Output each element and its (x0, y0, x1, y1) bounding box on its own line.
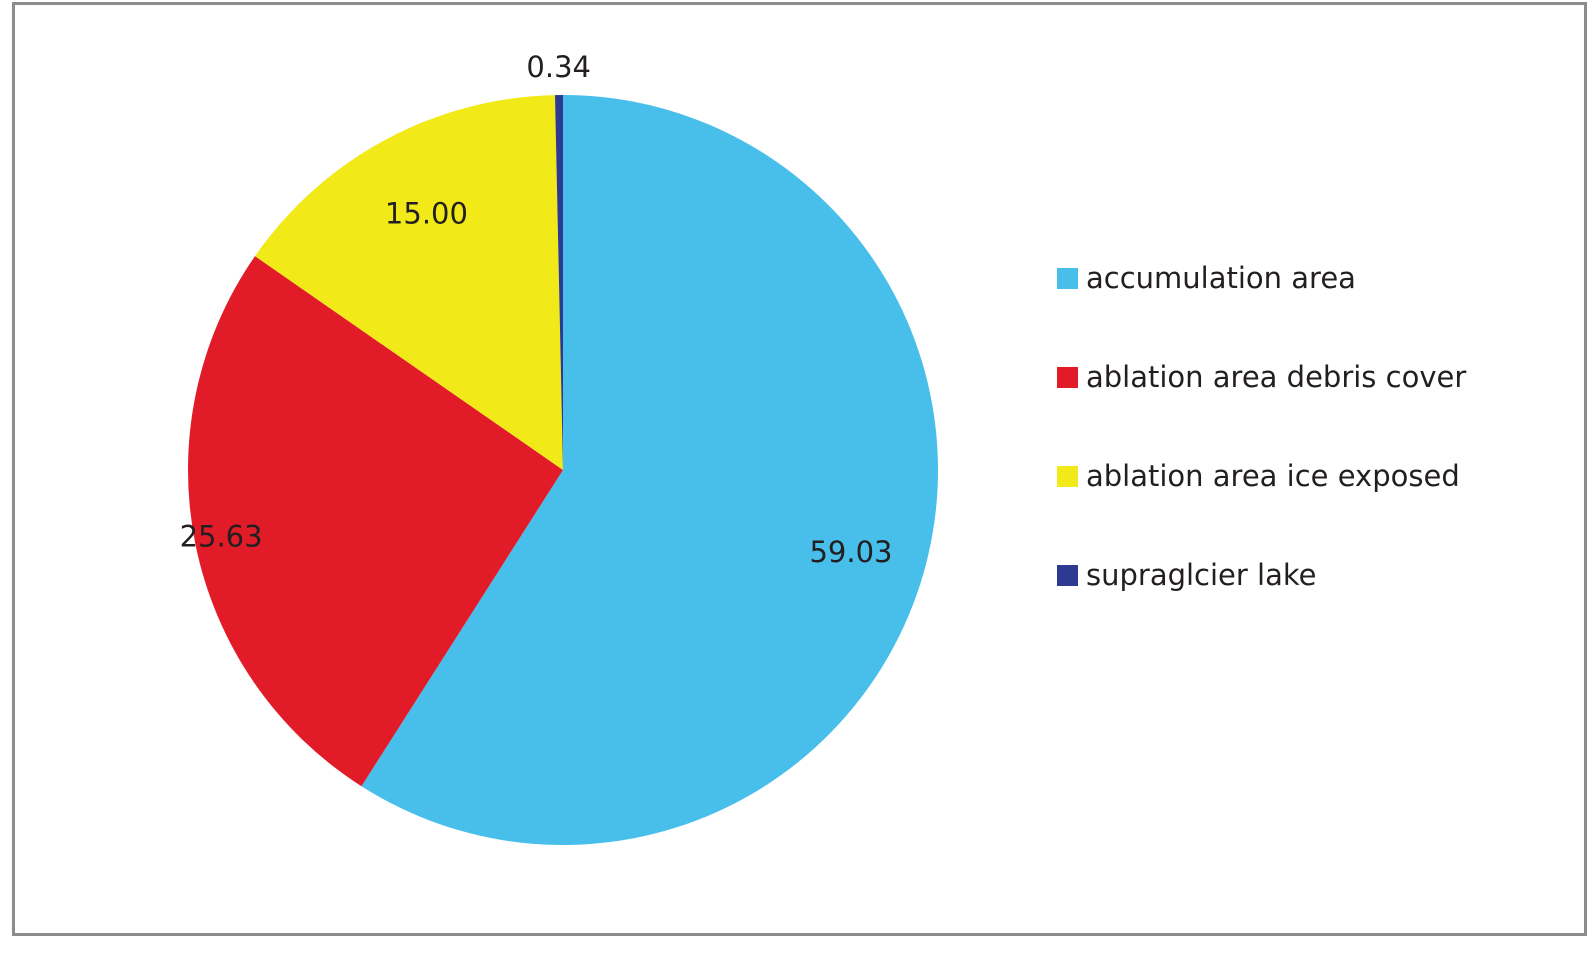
data-label-ablation-area-ice-exposed: 15.00 (385, 197, 468, 231)
pie-data-labels: 59.03 25.63 15.00 0.34 (180, 50, 893, 569)
pie-slice-supraglcier-lake (554, 95, 563, 470)
legend-item-ablation-area-ice-exposed: ablation area ice exposed (1057, 456, 1466, 555)
legend-swatch-supraglcier-lake (1057, 565, 1078, 586)
data-label-ablation-area-debris-cover: 25.63 (180, 520, 263, 554)
legend-swatch-ablation-area-debris-cover (1057, 367, 1078, 388)
pie-slice-ablation-area-ice-exposed (254, 95, 563, 470)
legend-item-accumulation-area: accumulation area (1057, 258, 1466, 357)
pie-slice-ablation-area-debris-cover (187, 256, 563, 787)
legend-label-ablation-area-ice-exposed: ablation area ice exposed (1086, 459, 1460, 493)
legend-item-supraglcier-lake: supraglcier lake (1057, 555, 1466, 654)
legend-label-ablation-area-debris-cover: ablation area debris cover (1086, 360, 1467, 394)
data-label-accumulation-area: 59.03 (809, 535, 892, 569)
legend-swatch-accumulation-area (1057, 268, 1078, 289)
legend: accumulation area ablation area debris co… (1057, 258, 1466, 654)
legend-item-ablation-area-debris-cover: ablation area debris cover (1057, 357, 1466, 456)
legend-swatch-ablation-area-ice-exposed (1057, 466, 1078, 487)
legend-label-supraglcier-lake: supraglcier lake (1086, 558, 1317, 592)
pie-slice-accumulation-area (361, 95, 938, 845)
pie-slices (187, 95, 938, 845)
data-label-supraglcier-lake: 0.34 (526, 50, 591, 84)
legend-label-accumulation-area: accumulation area (1086, 261, 1356, 295)
